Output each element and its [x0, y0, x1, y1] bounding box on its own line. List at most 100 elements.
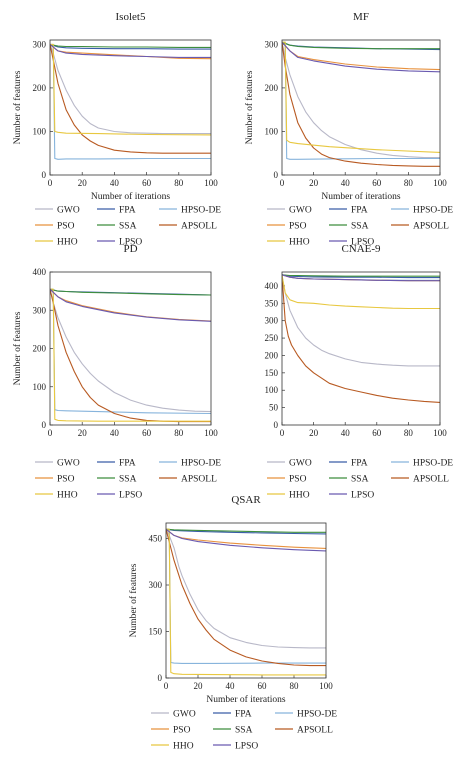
plot-frame: [281, 39, 441, 176]
legend-label: HPSO-DE: [297, 710, 337, 720]
legend-label: APSOLL: [181, 222, 217, 232]
plot-frame: [49, 271, 212, 426]
y-tick-label: 400: [33, 267, 47, 277]
legend-label: FPA: [235, 710, 252, 720]
legend-label: PSO: [57, 222, 75, 232]
legend-label: PSO: [289, 222, 307, 232]
series-line-gwo: [282, 275, 440, 367]
legend-label: FPA: [351, 459, 368, 469]
legend-label: HPSO-DE: [413, 459, 453, 469]
x-tick-label: 100: [433, 178, 447, 188]
x-tick-label: 20: [309, 428, 319, 438]
x-tick-label: 60: [142, 428, 152, 438]
chart-title: MF: [353, 11, 369, 23]
series-line-gwo: [166, 528, 326, 649]
legend-label: LPSO: [119, 491, 142, 501]
y-tick-label: 300: [33, 305, 47, 315]
legend-label: HPSO-DE: [181, 206, 221, 216]
y-tick-label: 0: [158, 673, 163, 683]
x-tick-label: 60: [258, 681, 268, 691]
series-line-ssa: [282, 274, 440, 277]
y-tick-label: 200: [33, 83, 47, 93]
series-line-apsoll: [50, 44, 211, 154]
y-tick-label: 0: [274, 420, 279, 430]
x-tick-label: 80: [404, 428, 414, 438]
legend-label: HHO: [57, 238, 78, 248]
series-line-hho: [166, 528, 326, 676]
plot-frame: [165, 522, 327, 679]
chart-title: CNAE-9: [341, 243, 381, 255]
x-tick-label: 40: [110, 428, 120, 438]
y-tick-label: 300: [265, 316, 279, 326]
x-tick-label: 40: [226, 681, 236, 691]
series-line-lpso: [282, 41, 440, 73]
series-line-apsoll: [282, 42, 440, 167]
x-tick-label: 0: [280, 428, 285, 438]
series-line-hho: [50, 43, 211, 136]
legend-label: PSO: [57, 475, 75, 485]
y-tick-label: 50: [269, 403, 279, 413]
legend-label: FPA: [351, 206, 368, 216]
series-line-ssa: [282, 41, 440, 50]
y-tick-label: 300: [265, 39, 279, 49]
x-tick-label: 20: [194, 681, 204, 691]
series-group: [166, 528, 326, 676]
legend-label: LPSO: [119, 238, 142, 248]
legend-label: GWO: [289, 459, 312, 469]
y-axis-label: Number of features: [12, 311, 23, 385]
x-tick-label: 40: [341, 178, 351, 188]
legend-label: SSA: [351, 475, 369, 485]
y-tick-label: 200: [33, 344, 47, 354]
series-line-fpa: [50, 43, 211, 50]
chart-panel-0: Isolet5 0 20 40 60 80 100 0 100 200 300 Number of i…: [12, 11, 221, 248]
series-line-ssa: [166, 528, 326, 533]
x-tick-label: 60: [142, 178, 152, 188]
legend-label: SSA: [119, 222, 137, 232]
legend-label: HHO: [289, 491, 310, 501]
series-line-fpa: [166, 528, 326, 535]
legend-label: HPSO-DE: [181, 459, 221, 469]
y-tick-label: 350: [265, 298, 279, 308]
x-tick-label: 80: [290, 681, 300, 691]
x-tick-label: 40: [341, 428, 351, 438]
series-line-ssa: [50, 43, 211, 48]
y-tick-label: 0: [42, 420, 47, 430]
y-tick-label: 100: [33, 382, 47, 392]
y-tick-label: 0: [42, 170, 47, 180]
x-tick-label: 60: [372, 428, 382, 438]
legend-label: LPSO: [235, 742, 258, 752]
y-tick-label: 150: [149, 627, 163, 637]
y-tick-label: 100: [33, 126, 47, 136]
x-tick-label: 80: [174, 428, 184, 438]
x-tick-label: 80: [404, 178, 414, 188]
series-line-apsoll: [50, 289, 211, 423]
y-axis-label: Number of features: [12, 70, 23, 144]
series-line-lpso: [50, 288, 211, 322]
legend-label: LPSO: [351, 238, 374, 248]
x-tick-label: 0: [48, 178, 53, 188]
y-tick-label: 100: [265, 385, 279, 395]
chart-panel-2: PD 0 20 40 60 80 100 0 100 200 300 400 Number of fea…: [12, 243, 221, 501]
legend-label: LPSO: [351, 491, 374, 501]
x-tick-label: 60: [372, 178, 382, 188]
legend-label: FPA: [119, 206, 136, 216]
series-line-ssa: [50, 288, 211, 296]
series-line-apsoll: [282, 275, 440, 403]
series-line-hho: [282, 41, 440, 153]
series-line-hpso-de: [50, 43, 211, 160]
legend-label: APSOLL: [413, 222, 449, 232]
y-axis-label: Number of features: [244, 70, 255, 144]
series-line-gwo: [50, 289, 211, 413]
series-line-hho: [50, 288, 211, 422]
x-tick-label: 0: [280, 178, 285, 188]
chart-title: PD: [123, 243, 137, 255]
legend-label: GWO: [57, 206, 80, 216]
y-tick-label: 200: [265, 350, 279, 360]
x-tick-label: 0: [48, 428, 53, 438]
y-tick-label: 100: [265, 126, 279, 136]
series-group: [50, 288, 211, 423]
chart-panel-4: QSAR 0 20 40 60 80 100 0 150 300 450 Number of iter…: [128, 494, 337, 752]
series-line-lpso: [166, 528, 326, 552]
legend-label: FPA: [119, 459, 136, 469]
